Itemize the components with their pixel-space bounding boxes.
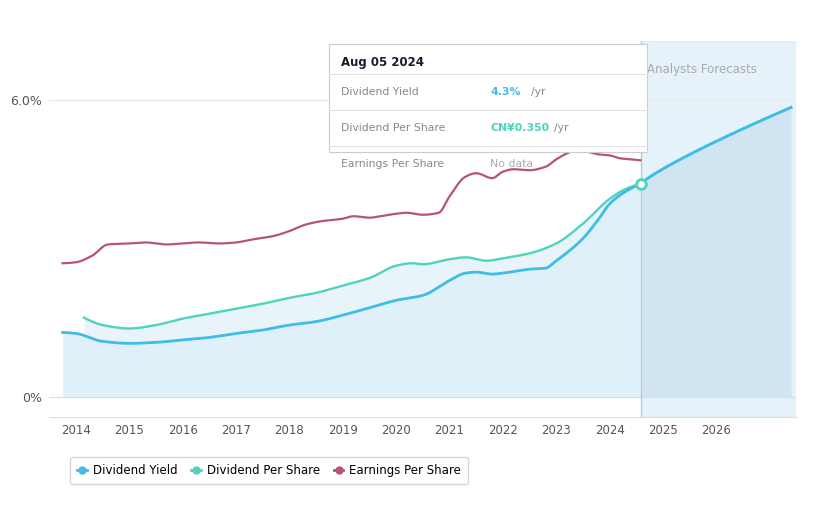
Bar bbox=[640, 41, 796, 417]
Text: Dividend Yield: Dividend Yield bbox=[341, 87, 419, 98]
Text: CN¥0.350: CN¥0.350 bbox=[490, 123, 549, 133]
Legend: Dividend Yield, Dividend Per Share, Earnings Per Share: Dividend Yield, Dividend Per Share, Earn… bbox=[70, 457, 468, 484]
Text: /yr: /yr bbox=[553, 123, 568, 133]
Text: /yr: /yr bbox=[531, 87, 546, 98]
Text: 4.3%: 4.3% bbox=[490, 87, 521, 98]
Text: Past: Past bbox=[612, 63, 636, 76]
Text: No data: No data bbox=[490, 159, 533, 169]
Text: Dividend Per Share: Dividend Per Share bbox=[341, 123, 445, 133]
Text: Aug 05 2024: Aug 05 2024 bbox=[341, 56, 424, 69]
FancyBboxPatch shape bbox=[329, 44, 647, 151]
Text: Analysts Forecasts: Analysts Forecasts bbox=[647, 63, 757, 76]
Text: Earnings Per Share: Earnings Per Share bbox=[341, 159, 444, 169]
